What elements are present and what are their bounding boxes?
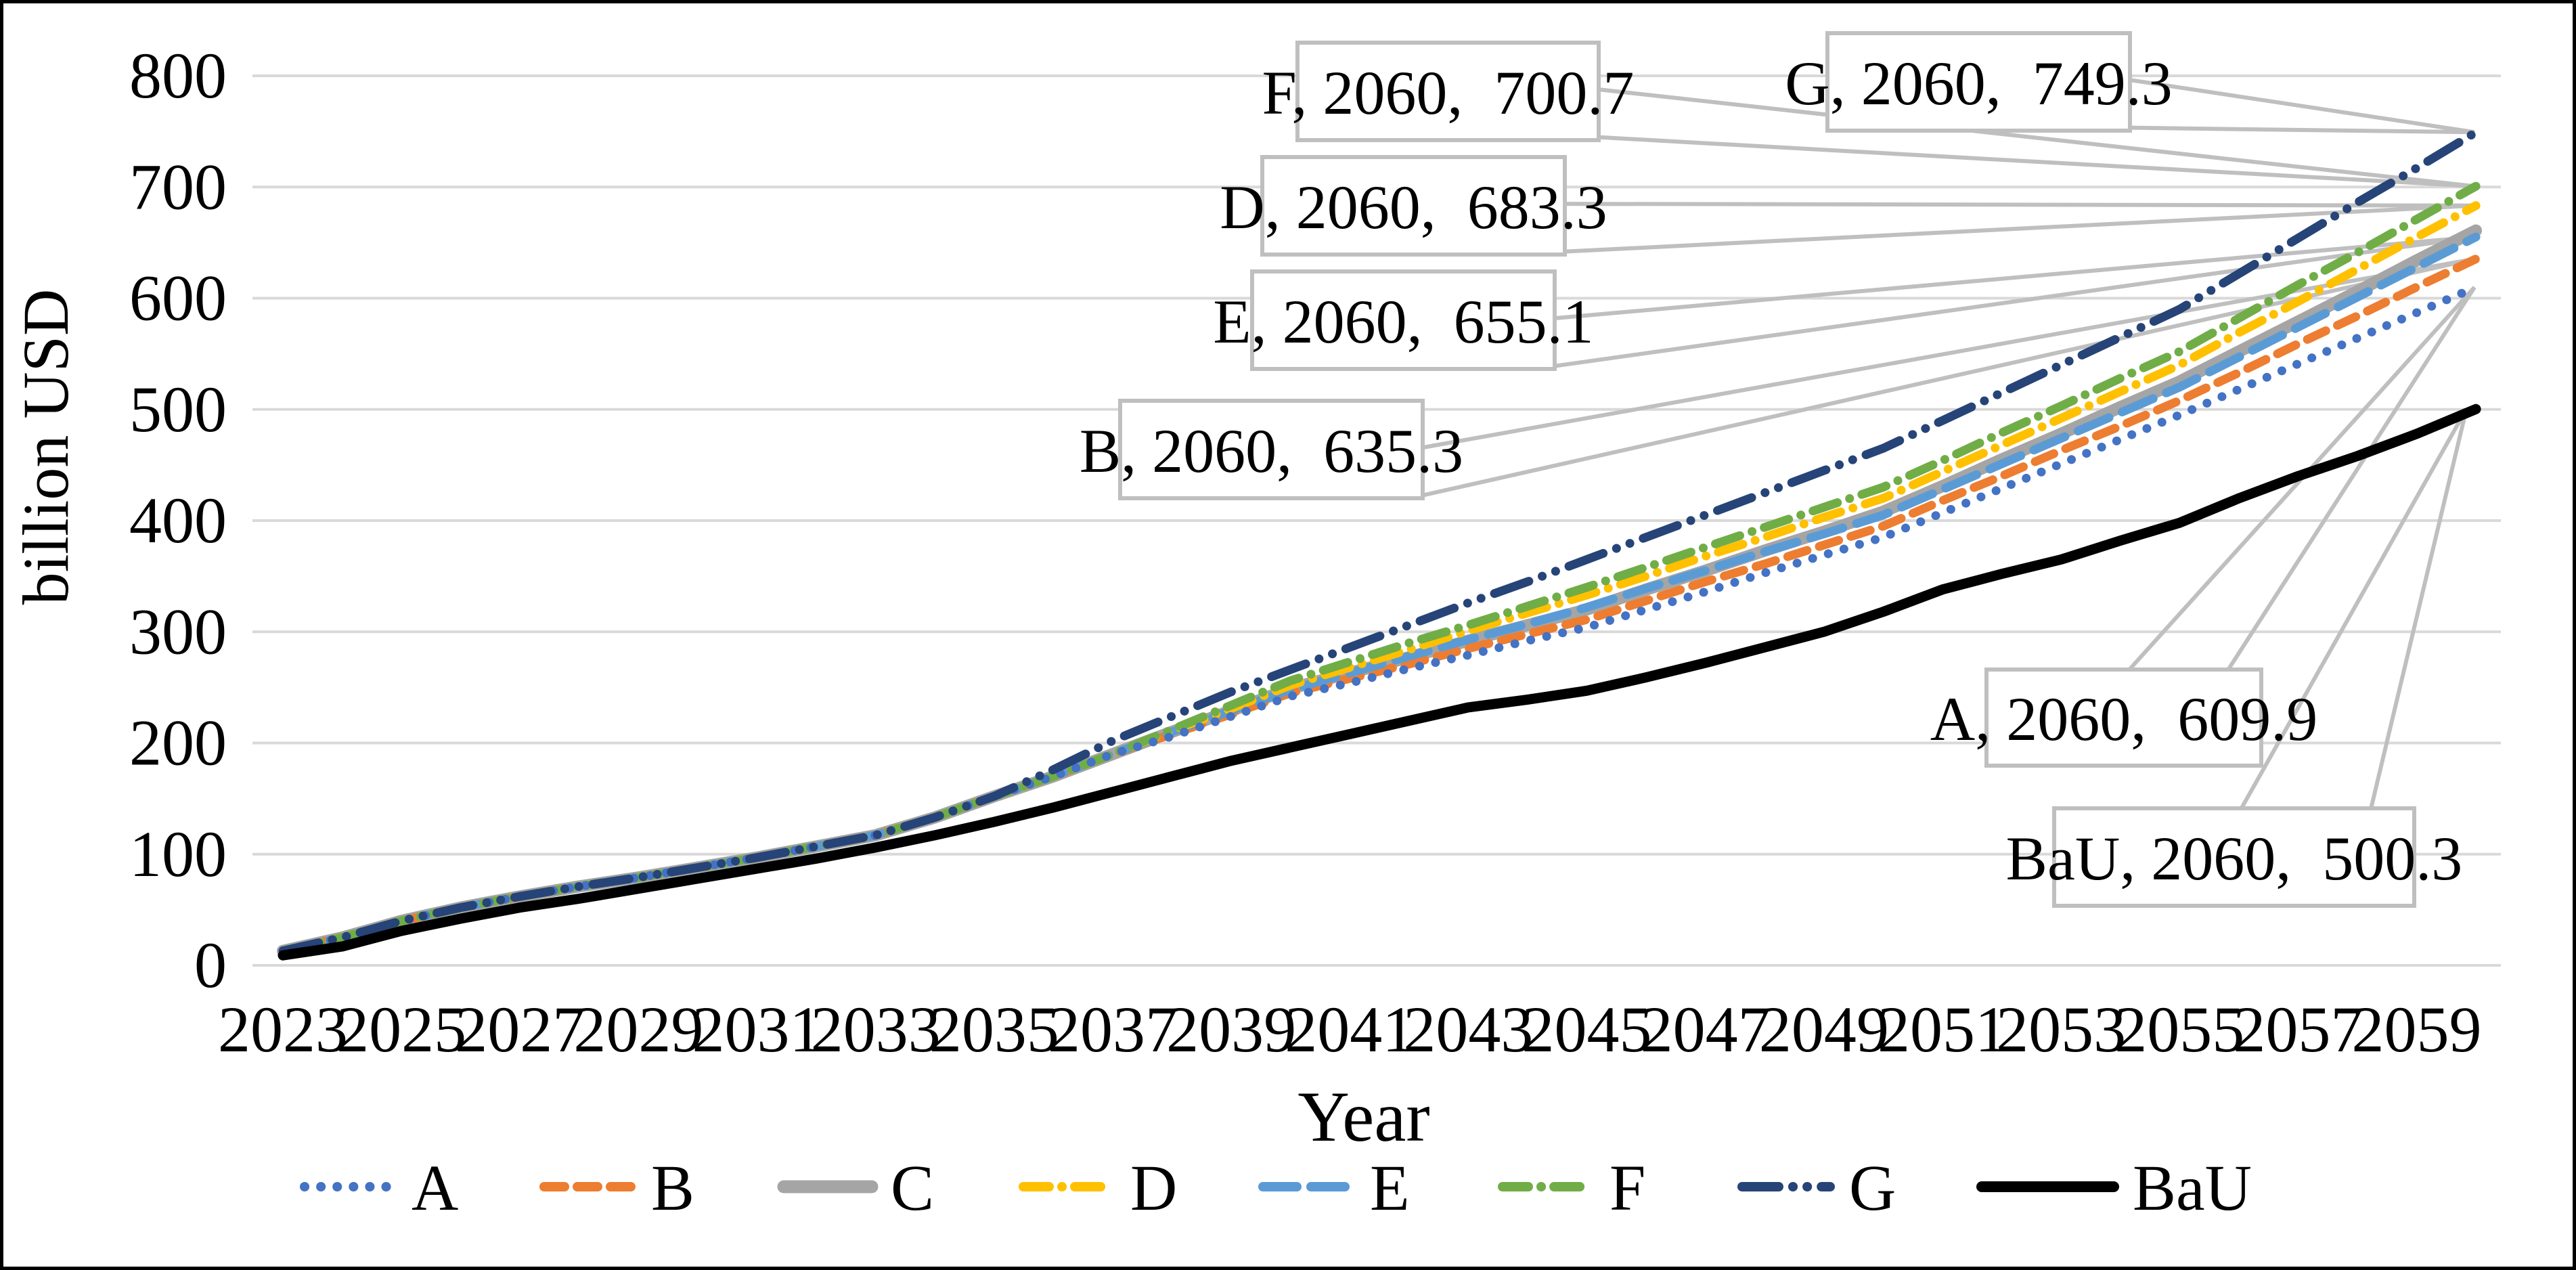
x-tick-label: 2031 <box>692 993 822 1066</box>
y-axis-title: billion USD <box>9 289 82 605</box>
y-tick-label: 200 <box>129 707 227 779</box>
x-tick-label: 2049 <box>1759 993 1889 1066</box>
y-tick-label: 400 <box>129 484 227 556</box>
x-tick-label: 2029 <box>573 993 703 1066</box>
x-tick-label: 2033 <box>811 993 941 1066</box>
legend-label-F: F <box>1609 1152 1645 1224</box>
legend-item-B: B <box>539 1152 694 1224</box>
x-tick-label: 2025 <box>336 993 466 1066</box>
x-tick-label: 2051 <box>1878 993 2007 1066</box>
legend-label-E: E <box>1370 1152 1410 1224</box>
callout-label-D: D, 2060, 683.3 <box>1220 173 1607 242</box>
x-tick-label: 2047 <box>1641 993 1771 1066</box>
callout-B: B, 2060, 635.3 <box>1080 399 1463 500</box>
callout-label-BaU: BaU, 2060, 500.3 <box>2006 824 2463 893</box>
series-line-G <box>278 127 2481 956</box>
legend-item-D: D <box>1019 1152 1177 1224</box>
x-tick-label: 2059 <box>2352 993 2482 1066</box>
callout-box-BaU <box>2052 806 2416 908</box>
callout-box-E <box>1250 269 1557 371</box>
callout-label-E: E, 2060, 655.1 <box>1213 287 1593 356</box>
callout-box-F <box>1295 41 1601 142</box>
callout-label-A: A, 2060, 609.9 <box>1930 684 2317 753</box>
legend-item-A: A <box>300 1152 458 1224</box>
y-tick-label: 700 <box>129 150 227 223</box>
callout-leader-G-0 <box>2129 78 2475 135</box>
callout-leader-F-1 <box>1598 135 2475 189</box>
x-tick-label: 2045 <box>1522 993 1652 1066</box>
legend-label-A: A <box>412 1152 458 1224</box>
callout-A: A, 2060, 609.9 <box>1930 667 2317 768</box>
y-tick-label: 300 <box>129 595 227 667</box>
callout-label-B: B, 2060, 635.3 <box>1080 416 1463 485</box>
callout-leader-D-1 <box>1564 203 2475 254</box>
callout-leader-BaU-1 <box>2369 408 2469 809</box>
legend-label-G: G <box>1849 1152 1896 1224</box>
callout-leader-E-1 <box>1554 235 2475 368</box>
legend-item-F: F <box>1498 1152 1645 1224</box>
callout-box-A <box>1984 667 2263 768</box>
x-tick-label: 2027 <box>455 993 585 1066</box>
legend-label-B: B <box>651 1152 694 1224</box>
x-tick-label: 2053 <box>1996 993 2126 1066</box>
x-tick-label: 2037 <box>1048 993 1178 1066</box>
callout-E: E, 2060, 655.1 <box>1213 269 1594 371</box>
series-line-A <box>278 282 2481 956</box>
callout-leader-F-0 <box>1598 87 2475 189</box>
callout-leader-E-0 <box>1554 235 2475 321</box>
x-tick-label: 2039 <box>1166 993 1296 1066</box>
x-tick-label: 2023 <box>218 993 348 1066</box>
series-line-BaU <box>277 403 2481 961</box>
callout-G: G, 2060, 749.3 <box>1785 31 2173 133</box>
callout-box-G <box>1825 31 2132 133</box>
callout-box-B <box>1118 399 1425 500</box>
callout-D: D, 2060, 683.3 <box>1220 155 1607 257</box>
callout-leader-B-0 <box>1422 257 2475 450</box>
callout-leader-D-0 <box>1564 202 2475 208</box>
x-tick-label: 2035 <box>929 993 1059 1066</box>
x-tick-label: 2055 <box>2114 993 2244 1066</box>
callout-label-F: F, 2060, 700.7 <box>1262 58 1635 127</box>
legend-item-E: E <box>1258 1152 1410 1224</box>
legend-item-BaU: BaU <box>1976 1152 2252 1224</box>
legend-item-G: G <box>1737 1152 1896 1224</box>
callout-leader-BaU-0 <box>2240 408 2468 810</box>
line-chart: 0 100 200 300 400 500 600 700 800 202320252027202… <box>9 31 2501 1224</box>
x-axis-title: Year <box>1297 1077 1429 1156</box>
callout-box-D <box>1260 155 1567 257</box>
y-tick-label: 500 <box>129 373 227 445</box>
legend-label-BaU: BaU <box>2133 1152 2252 1224</box>
callout-leader-G-1 <box>2129 125 2475 135</box>
callout-label-G: G, 2060, 749.3 <box>1785 49 2172 118</box>
legend-item-C: C <box>777 1152 934 1224</box>
callout-leader-A-1 <box>2226 286 2477 671</box>
y-tick-label: 600 <box>129 262 227 334</box>
y-tick-label: 800 <box>129 39 227 112</box>
legend-label-C: C <box>891 1152 934 1224</box>
callout-BaU: BaU, 2060, 500.3 <box>2006 806 2463 908</box>
legend-label-D: D <box>1130 1152 1177 1224</box>
callout-F: F, 2060, 700.7 <box>1262 41 1635 142</box>
y-tick-label: 0 <box>194 929 227 1001</box>
x-tick-label: 2041 <box>1285 993 1415 1066</box>
y-tick-label: 100 <box>129 818 227 890</box>
x-tick-label: 2057 <box>2233 993 2363 1066</box>
x-tick-label: 2043 <box>1403 993 1533 1066</box>
